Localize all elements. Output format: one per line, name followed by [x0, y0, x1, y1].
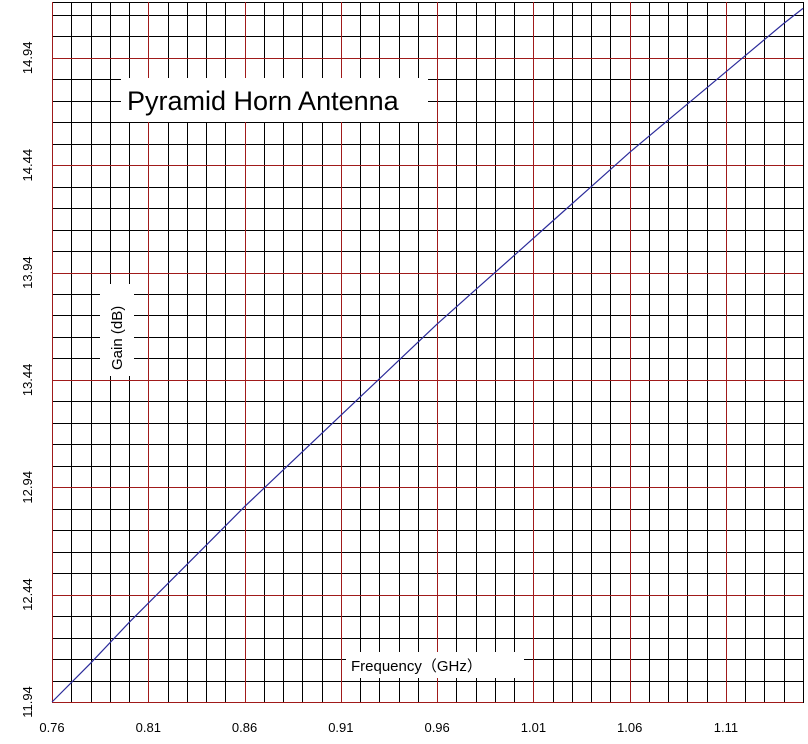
chart-title: Pyramid Horn Antenna	[127, 86, 400, 116]
x-tick-label: 1.11	[714, 720, 738, 735]
x-tick-label: 0.81	[136, 720, 161, 735]
y-axis-label-group: Gain (dB)	[100, 284, 134, 376]
x-axis-label-background	[346, 652, 524, 678]
major-grid	[52, 2, 803, 703]
y-tick-label: 12.44	[20, 578, 35, 611]
x-tick-label: 0.91	[328, 720, 353, 735]
x-tick-labels: 0.76 0.81 0.86 0.91 0.96 1.01 1.06 1.11	[39, 720, 738, 735]
y-tick-label: 14.94	[20, 42, 35, 75]
x-tick-label: 0.96	[424, 720, 449, 735]
chart-title-background	[121, 78, 428, 122]
y-tick-label: 12.94	[20, 471, 35, 504]
series-layer	[51, 7, 804, 703]
y-tick-label: 11.94	[20, 686, 35, 718]
y-axis-label-background	[100, 284, 134, 376]
series-line-gain	[51, 7, 804, 703]
chart-title-group: Pyramid Horn Antenna	[121, 78, 428, 122]
y-axis-label: Gain (dB)	[109, 306, 126, 370]
y-tick-labels: 11.94 12.44 12.94 13.44 13.94 14.44 14.94	[20, 42, 35, 718]
x-tick-label: 1.01	[521, 720, 546, 735]
x-tick-label: 0.76	[39, 720, 64, 735]
y-tick-label: 13.94	[20, 256, 35, 289]
x-tick-label: 0.86	[232, 720, 257, 735]
y-tick-label: 14.44	[20, 149, 35, 182]
x-axis-label: Frequency（GHz）	[351, 658, 482, 675]
x-axis-label-group: Frequency（GHz）	[346, 652, 524, 678]
x-tick-label: 1.06	[617, 720, 642, 735]
y-tick-label: 13.44	[20, 364, 35, 397]
